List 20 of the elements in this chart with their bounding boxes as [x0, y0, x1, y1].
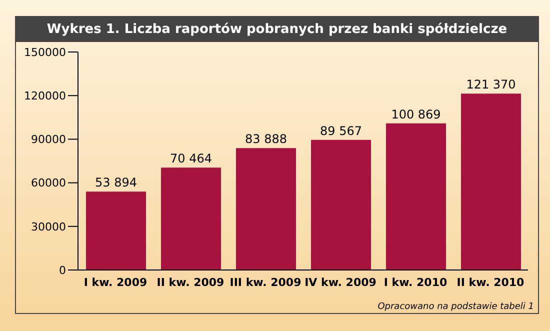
text: Opracowano na podstawie tabeli 1: [378, 302, 534, 312]
y-tick-label: 90000: [31, 133, 66, 146]
x-tick-label: II kw. 2009: [156, 276, 224, 289]
data-label: 121 370: [466, 78, 516, 92]
chart-title: Wykres 1. Liczba raportów pobranych przez banki spółdzielcze: [16, 17, 538, 42]
x-tick-label: I kw. 2009: [84, 276, 148, 289]
data-label: 53 894: [95, 176, 137, 190]
y-tick-label: 0: [59, 264, 66, 277]
data-label: 100 869: [391, 107, 441, 122]
x-tick-label: III kw. 2009: [230, 276, 302, 289]
x-tick-label: IV kw. 2009: [304, 276, 376, 289]
y-tick-label: 30000: [31, 220, 66, 234]
y-tick-label: 120000: [24, 90, 66, 103]
x-tick-label: I kw. 2010: [384, 276, 448, 289]
x-tick-label: II kw. 2010: [456, 276, 525, 289]
data-label: 70 464: [170, 152, 212, 166]
y-tick-label: 60000: [31, 176, 66, 190]
data-label: 83 888: [245, 132, 287, 146]
y-tick-label: 150000: [24, 46, 66, 59]
data-label: 89 567: [320, 124, 362, 138]
